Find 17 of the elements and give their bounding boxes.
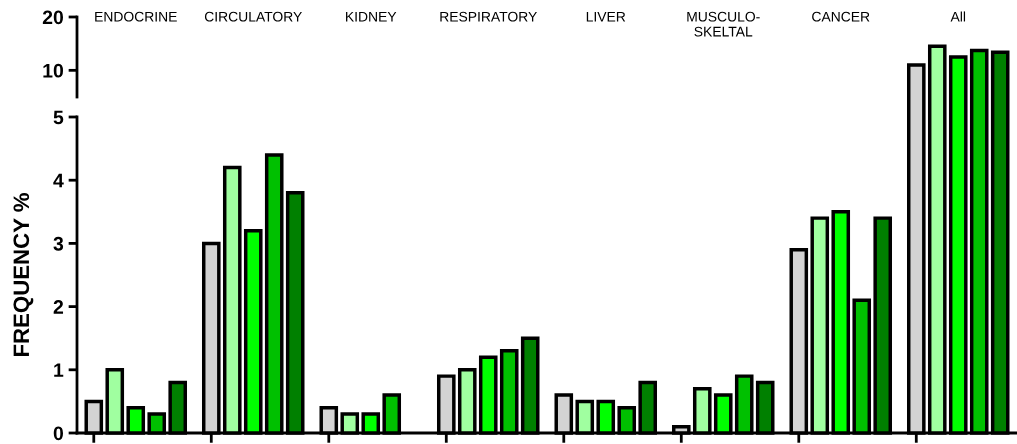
- category-label: MUSCULO- SKELTAL: [687, 11, 760, 37]
- y-axis-title: FREQUENCY %: [13, 193, 34, 357]
- category-label: LIVER: [586, 11, 626, 22]
- y-tick-label: 2: [53, 300, 64, 314]
- y-tick-label: 10: [43, 63, 64, 78]
- category-label: All: [950, 11, 966, 22]
- category-label: CANCER: [812, 11, 870, 22]
- category-label: RESPIRATORY: [440, 11, 537, 22]
- y-tick-label: 3: [53, 236, 64, 251]
- y-tick-label: 5: [53, 110, 64, 125]
- category-label: ENDOCRINE: [95, 11, 177, 22]
- y-tick-label: 20: [42, 10, 64, 25]
- y-tick-label: 4: [53, 173, 64, 188]
- category-label: KIDNEY: [346, 11, 397, 22]
- y-tick-label: 0: [53, 426, 64, 441]
- category-label: CIRCULATORY: [204, 11, 302, 22]
- y-tick-label: 1: [54, 363, 64, 377]
